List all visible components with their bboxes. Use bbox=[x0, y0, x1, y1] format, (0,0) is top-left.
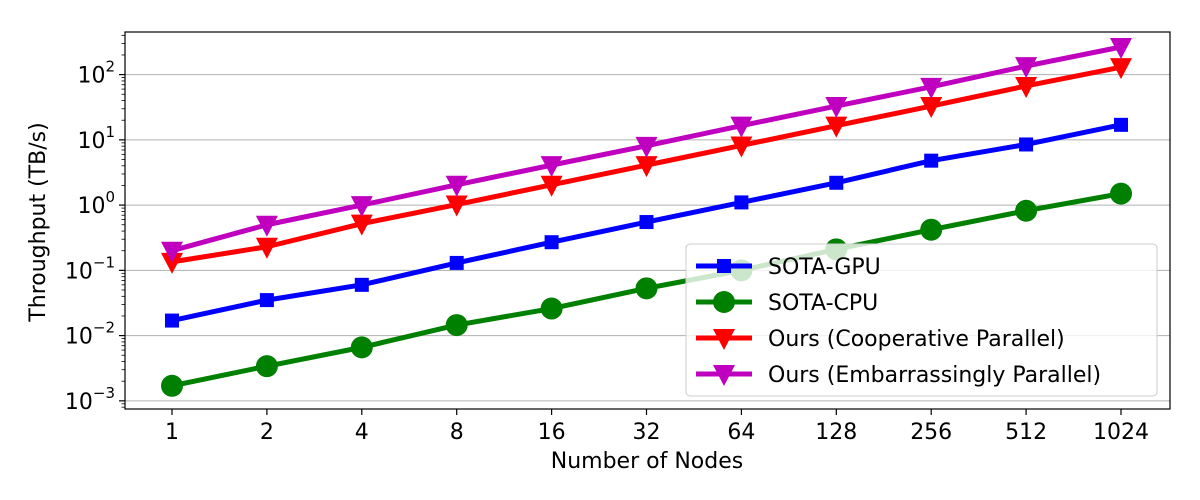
y-tick-exponent-3: 0 bbox=[105, 188, 115, 206]
legend-label-1: SOTA-CPU bbox=[768, 291, 878, 316]
legend-entry-1: SOTA-CPU bbox=[696, 291, 878, 316]
series-3-point-7 bbox=[825, 97, 848, 119]
series-1-point-4 bbox=[540, 297, 563, 320]
series-2-point-3 bbox=[445, 195, 468, 217]
legend-marker-1 bbox=[713, 291, 735, 313]
series-3-point-8 bbox=[920, 77, 943, 99]
x-tick-label-3: 8 bbox=[450, 420, 464, 445]
x-tick-label-2: 4 bbox=[355, 420, 369, 445]
series-2-point-10 bbox=[1110, 58, 1132, 80]
legend-box bbox=[685, 243, 1158, 397]
series-0-point-1 bbox=[259, 293, 274, 308]
series-0-point-2 bbox=[354, 277, 369, 292]
series-3-point-6 bbox=[730, 116, 753, 138]
series-0-point-3 bbox=[449, 255, 464, 270]
x-tick-label-8: 256 bbox=[910, 420, 952, 445]
y-tick-exponent-4: 1 bbox=[105, 123, 115, 141]
legend-entry-3: Ours (Embarrassingly Parallel) bbox=[696, 363, 1101, 388]
series-2-point-8 bbox=[920, 97, 943, 119]
series-2-point-2 bbox=[350, 214, 373, 236]
x-tick-label-0: 1 bbox=[165, 420, 179, 445]
legend-entry-2: Ours (Cooperative Parallel) bbox=[696, 327, 1065, 352]
series-0-point-6 bbox=[734, 195, 749, 210]
series-2 bbox=[161, 58, 1132, 274]
series-3-point-10 bbox=[1110, 38, 1132, 60]
series-3-point-9 bbox=[1015, 57, 1038, 79]
series-2-point-6 bbox=[730, 136, 753, 158]
y-tick-exponent-2: −1 bbox=[93, 253, 115, 271]
legend-marker-0 bbox=[717, 259, 731, 273]
series-3-point-0 bbox=[161, 241, 183, 263]
series-2-point-0 bbox=[161, 252, 183, 274]
legend-label-3: Ours (Embarrassingly Parallel) bbox=[768, 363, 1101, 388]
legend-label-0: SOTA-GPU bbox=[768, 255, 881, 280]
legend-marker-2 bbox=[713, 329, 735, 350]
y-tick-label-0: 10−3 bbox=[65, 384, 115, 415]
series-0 bbox=[165, 117, 1128, 328]
legend: SOTA-GPU SOTA-CPU Ours (Cooperative Parall… bbox=[685, 243, 1158, 397]
series-1-point-5 bbox=[635, 277, 658, 300]
y-tick-exponent-0: −3 bbox=[93, 384, 115, 402]
x-tick-label-9: 512 bbox=[1005, 420, 1047, 445]
series-3-point-4 bbox=[540, 156, 563, 178]
y-tick-label-3: 100 bbox=[77, 188, 115, 219]
axes: 1 2 4 8 16 32 64 128 256 512 102410−310−210−110010… bbox=[65, 31, 1171, 445]
series-0-point-7 bbox=[829, 175, 844, 190]
series-1-point-9 bbox=[1015, 199, 1038, 222]
y-tick-label-4: 101 bbox=[77, 123, 115, 154]
x-tick-label-4: 16 bbox=[538, 420, 566, 445]
series-1-point-2 bbox=[350, 336, 373, 359]
y-tick-label-5: 102 bbox=[77, 58, 115, 89]
series-1-point-1 bbox=[255, 355, 278, 378]
series-2-point-5 bbox=[635, 156, 658, 178]
x-tick-label-7: 128 bbox=[815, 420, 857, 445]
y-tick-label-1: 10−2 bbox=[65, 319, 115, 350]
series-1-point-0 bbox=[161, 374, 183, 397]
series-0-point-10 bbox=[1114, 117, 1128, 132]
y-axis-label: Throughput (TB/s) bbox=[26, 122, 51, 322]
y-tick-exponent-5: 2 bbox=[105, 58, 115, 76]
x-tick-label-6: 64 bbox=[727, 420, 755, 445]
series-3-point-2 bbox=[350, 196, 373, 218]
series-2-point-1 bbox=[255, 237, 278, 259]
series-1-point-10 bbox=[1110, 182, 1132, 205]
plot-frame bbox=[124, 31, 1171, 410]
legend-entry-0: SOTA-GPU bbox=[696, 255, 881, 280]
series-3-point-1 bbox=[255, 215, 278, 237]
series-1-point-3 bbox=[445, 314, 468, 337]
series-3 bbox=[161, 38, 1132, 263]
legend-marker-3 bbox=[713, 365, 735, 386]
series-1-point-8 bbox=[920, 218, 943, 241]
legend-label-2: Ours (Cooperative Parallel) bbox=[768, 327, 1065, 352]
y-tick-exponent-1: −2 bbox=[93, 319, 115, 337]
x-tick-label-5: 32 bbox=[633, 420, 661, 445]
series-3-point-3 bbox=[445, 175, 468, 197]
series-2-point-9 bbox=[1015, 76, 1038, 98]
series-2-point-4 bbox=[540, 175, 563, 197]
x-axis-label: Number of Nodes bbox=[551, 449, 743, 474]
series-2-point-7 bbox=[825, 116, 848, 138]
series-0-point-8 bbox=[924, 153, 939, 168]
series-0-point-5 bbox=[639, 215, 654, 230]
series-3-point-5 bbox=[635, 136, 658, 158]
x-tick-label-10: 1024 bbox=[1093, 420, 1149, 445]
x-tick-label-1: 2 bbox=[260, 420, 274, 445]
series-0-point-9 bbox=[1019, 137, 1034, 152]
series-0-point-4 bbox=[544, 235, 559, 250]
y-tick-label-2: 10−1 bbox=[65, 253, 115, 284]
series-0-point-0 bbox=[165, 313, 179, 328]
